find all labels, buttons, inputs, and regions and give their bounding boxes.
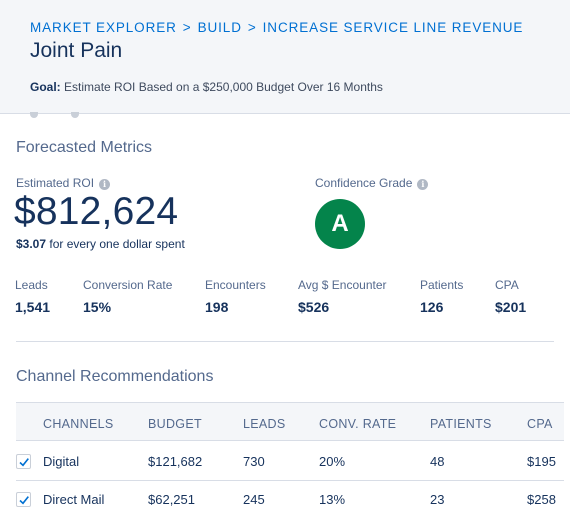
column-header-cpa[interactable]: CPA bbox=[527, 417, 553, 431]
scroll-dot bbox=[30, 112, 38, 118]
metric-value: $526 bbox=[298, 299, 330, 315]
goal-description: Estimate ROI Based on a $250,000 Budget … bbox=[64, 80, 383, 94]
main-card bbox=[6, 118, 564, 507]
metric-cpa: CPA $201 bbox=[495, 278, 526, 315]
metric-avg-encounter: Avg $ Encounter $526 bbox=[298, 278, 387, 315]
metric-value: 198 bbox=[205, 299, 229, 315]
cell-cpa: $258 bbox=[527, 492, 556, 507]
table-row: Direct Mail $62,251 245 13% 23 $258 bbox=[16, 481, 564, 507]
estimated-roi-label: Estimated ROI i bbox=[16, 176, 111, 190]
cell-channel: Direct Mail bbox=[43, 492, 105, 507]
metric-label: Encounters bbox=[205, 278, 266, 292]
metric-label: Conversion Rate bbox=[83, 278, 173, 292]
roi-per-dollar: $3.07 for every one dollar spent bbox=[16, 237, 185, 251]
metric-label: Avg $ Encounter bbox=[298, 278, 387, 292]
metric-value: 1,541 bbox=[15, 299, 51, 315]
cell-patients: 23 bbox=[430, 492, 445, 507]
info-icon[interactable]: i bbox=[99, 179, 111, 190]
info-icon[interactable]: i bbox=[417, 179, 429, 190]
breadcrumb-separator: > bbox=[247, 20, 257, 35]
row-checkbox[interactable] bbox=[16, 454, 31, 469]
metric-label: Patients bbox=[420, 278, 464, 292]
cell-cpa: $195 bbox=[527, 454, 556, 469]
cell-conv-rate: 13% bbox=[319, 492, 346, 507]
confidence-grade-label: Confidence Grade i bbox=[315, 176, 429, 190]
confidence-grade-badge: A bbox=[315, 199, 365, 249]
metric-patients: Patients 126 bbox=[420, 278, 463, 315]
metric-value: 126 bbox=[420, 299, 444, 315]
cell-leads: 730 bbox=[243, 454, 265, 469]
metric-value: $201 bbox=[495, 299, 527, 315]
table-row: Digital $121,682 730 20% 48 $195 bbox=[16, 441, 564, 481]
row-checkbox[interactable] bbox=[16, 492, 31, 507]
breadcrumb-separator: > bbox=[182, 20, 192, 35]
page-header: MARKET EXPLORER > BUILD > INCREASE SERVICE L… bbox=[0, 0, 570, 114]
metric-label: CPA bbox=[495, 278, 519, 292]
page-title: Joint Pain bbox=[30, 39, 123, 62]
breadcrumb-increase-service-line-revenue[interactable]: INCREASE SERVICE LINE REVENUE bbox=[262, 20, 524, 35]
cell-patients: 48 bbox=[430, 454, 445, 469]
roi-per-dollar-text: for every one dollar spent bbox=[46, 237, 185, 251]
column-header-patients[interactable]: PATIENTS bbox=[430, 417, 492, 431]
metric-encounters: Encounters 198 bbox=[205, 278, 266, 315]
metric-leads: Leads 1,541 bbox=[15, 278, 50, 315]
breadcrumb: MARKET EXPLORER > BUILD > INCREASE SERVICE L… bbox=[30, 20, 523, 35]
breadcrumb-market-explorer[interactable]: MARKET EXPLORER bbox=[30, 20, 177, 35]
channel-recommendations-title: Channel Recommendations bbox=[16, 368, 214, 385]
scroll-dot bbox=[71, 112, 79, 118]
column-header-leads[interactable]: LEADS bbox=[243, 417, 286, 431]
cell-conv-rate: 20% bbox=[319, 454, 346, 469]
roi-per-dollar-value: $3.07 bbox=[16, 237, 47, 251]
cell-budget: $121,682 bbox=[148, 454, 203, 469]
table-header: CHANNELS BUDGET LEADS CONV. RATE PATIENT… bbox=[16, 402, 564, 441]
goal-text: Goal: Estimate ROI Based on a $250,000 B… bbox=[30, 80, 383, 94]
confidence-grade-label-text: Confidence Grade bbox=[315, 176, 413, 190]
metric-conversion-rate: Conversion Rate 15% bbox=[83, 278, 172, 315]
cell-budget: $62,251 bbox=[148, 492, 195, 507]
estimated-roi-label-text: Estimated ROI bbox=[16, 176, 95, 190]
estimated-roi-value: $812,624 bbox=[14, 190, 179, 233]
breadcrumb-build[interactable]: BUILD bbox=[197, 20, 242, 35]
scroll-indicator bbox=[0, 112, 570, 120]
section-divider bbox=[16, 341, 554, 342]
goal-label: Goal: bbox=[30, 80, 61, 94]
column-header-channels[interactable]: CHANNELS bbox=[43, 417, 114, 431]
forecasted-metrics-title: Forecasted Metrics bbox=[16, 139, 153, 156]
checkmark-icon bbox=[19, 458, 29, 467]
column-header-budget[interactable]: BUDGET bbox=[148, 417, 202, 431]
cell-leads: 245 bbox=[243, 492, 265, 507]
column-header-conv-rate[interactable]: CONV. RATE bbox=[319, 417, 397, 431]
cell-channel: Digital bbox=[43, 454, 80, 469]
metric-value: 15% bbox=[83, 299, 112, 315]
metric-label: Leads bbox=[15, 278, 48, 292]
checkmark-icon bbox=[19, 496, 29, 505]
